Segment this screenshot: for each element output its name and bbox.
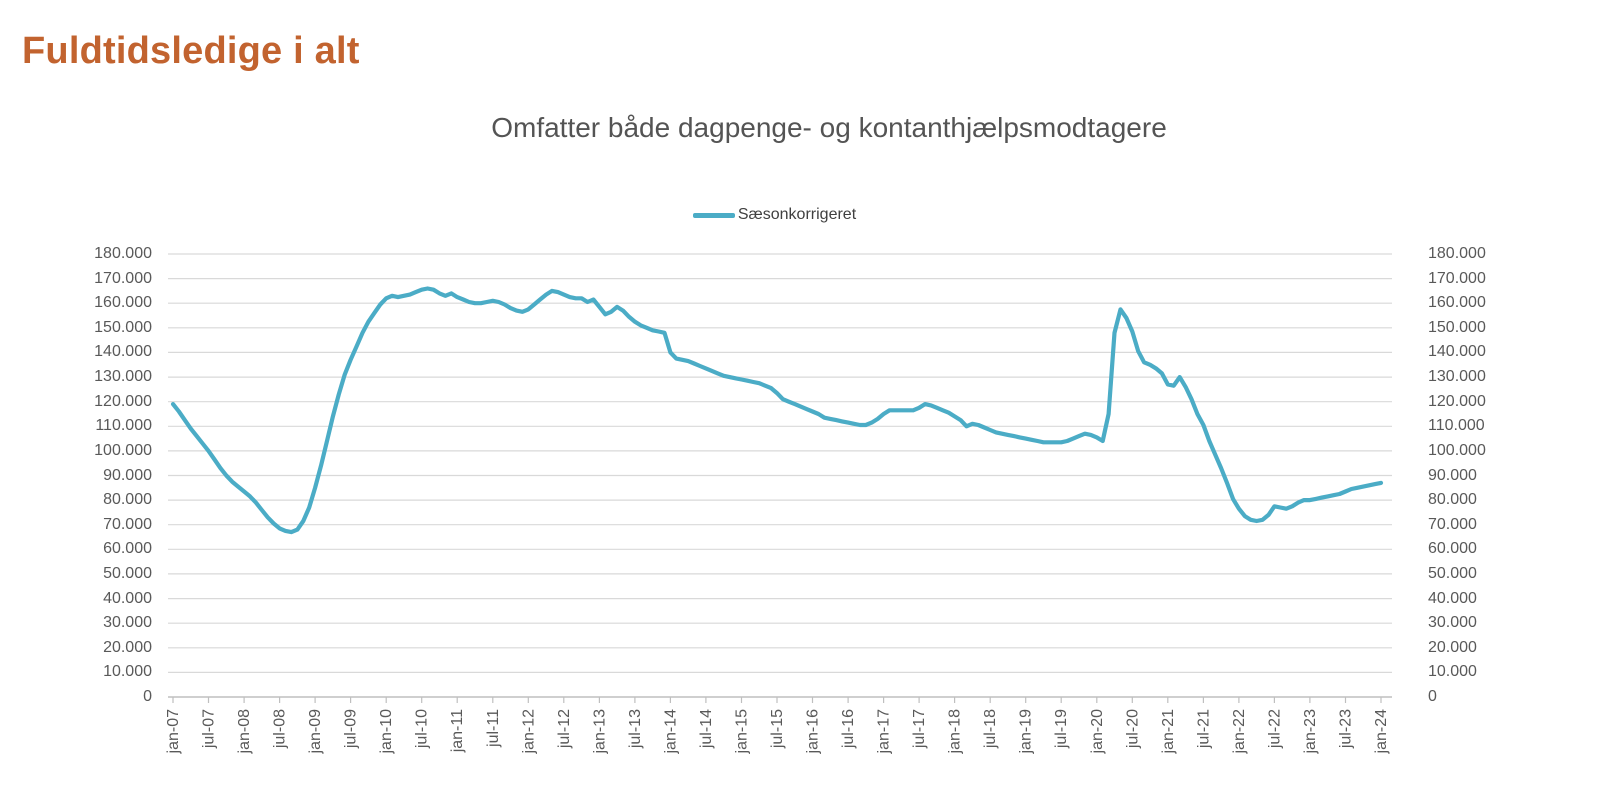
x-axis-label: jul-23 (1338, 709, 1355, 749)
x-axis-label: jul-19 (1053, 709, 1070, 749)
y-axis-label-left: 180.000 (94, 245, 152, 262)
series-line-saesonkorrigeret (170, 286, 1384, 535)
y-axis-label-right: 130.000 (1428, 368, 1486, 386)
y-axis-label-right: 30.000 (1428, 614, 1477, 632)
x-axis-label: jul-11 (485, 709, 502, 748)
x-axis-label: jan-17 (876, 709, 893, 755)
y-axis-label-right: 180.000 (1428, 245, 1486, 262)
y-axis-label-left: 80.000 (103, 491, 152, 509)
x-axis-label: jul-12 (556, 709, 573, 749)
y-axis-label-right: 120.000 (1428, 392, 1486, 410)
x-axis-label: jul-22 (1266, 709, 1283, 749)
y-axis-label-left: 20.000 (103, 638, 152, 656)
y-axis-label-right: 90.000 (1428, 466, 1477, 484)
x-axis-label: jul-17 (911, 709, 928, 749)
chart-legend: Sæsonkorrigeret (168, 204, 1381, 226)
y-axis-left-labels: 180.000 170.000 160.000 150.000 140.000 130.0… (0, 0, 152, 800)
y-axis-label-left: 100.000 (94, 441, 152, 459)
y-axis-label-right: 80.000 (1428, 491, 1477, 509)
y-axis-right-labels: 180.000 170.000 160.000 150.000 140.000 130.0… (1428, 0, 1578, 800)
x-axis-label: jan-13 (591, 709, 608, 755)
x-axis-label: jan-20 (1089, 709, 1106, 755)
y-axis-label-left: 10.000 (103, 663, 152, 681)
x-axis-label: jan-15 (734, 709, 751, 755)
y-axis-label-left: 0 (143, 688, 152, 705)
y-axis-label-right: 100.000 (1428, 441, 1486, 459)
legend-line-marker (692, 212, 735, 218)
x-axis-label: jul-18 (982, 709, 999, 749)
x-axis-label: jul-13 (627, 709, 644, 749)
y-axis-label-right: 20.000 (1428, 638, 1477, 656)
y-axis-label-left: 120.000 (94, 392, 152, 410)
y-axis-label-right: 50.000 (1428, 564, 1477, 582)
x-axis-label: jan-21 (1160, 709, 1177, 755)
y-axis-label-right: 170.000 (1428, 269, 1486, 287)
y-axis-label-right: 110.000 (1428, 417, 1485, 435)
y-axis-label-right: 40.000 (1428, 589, 1477, 607)
y-axis-label-left: 90.000 (103, 466, 152, 484)
x-axis-label: jul-21 (1195, 709, 1212, 749)
x-axis-label: jan-16 (805, 709, 822, 755)
x-axis-label: jan-11 (449, 709, 466, 753)
x-axis-label: jan-23 (1302, 709, 1319, 755)
x-axis-label: jan-19 (1018, 709, 1035, 755)
x-axis-label: jul-07 (201, 709, 218, 749)
x-axis-label: jan-08 (236, 709, 253, 755)
y-axis-label-right: 150.000 (1428, 318, 1486, 336)
y-axis-label-right: 60.000 (1428, 540, 1477, 558)
x-axis-label: jan-22 (1231, 709, 1248, 755)
y-axis-label-left: 40.000 (103, 589, 152, 607)
y-axis-label-right: 140.000 (1428, 343, 1486, 361)
x-axis-label: jul-08 (272, 709, 289, 749)
x-axis-label: jul-10 (414, 709, 431, 749)
x-axis-label: jul-15 (769, 709, 786, 749)
x-axis-label: jan-18 (947, 709, 964, 755)
y-axis-label-left: 130.000 (94, 368, 152, 386)
x-axis-label: jan-12 (520, 709, 537, 755)
y-axis-label-right: 10.000 (1428, 663, 1477, 681)
y-axis-label-right: 160.000 (1428, 294, 1486, 312)
x-axis-label: jul-20 (1124, 709, 1141, 749)
x-axis-label: jan-07 (165, 709, 182, 755)
x-axis-label: jan-14 (662, 709, 679, 755)
y-axis-label-left: 110.000 (95, 417, 152, 435)
y-axis-label-left: 140.000 (94, 343, 152, 361)
x-axis-label: jan-09 (307, 709, 324, 755)
y-axis-label-right: 0 (1428, 688, 1437, 705)
page-title: Fuldtidsledige i alt (22, 30, 360, 72)
y-axis-label-left: 30.000 (103, 614, 152, 632)
x-axis-label: jul-09 (343, 709, 360, 749)
y-axis-label-left: 50.000 (103, 564, 152, 582)
x-axis-label: jul-16 (840, 709, 857, 749)
legend-label: Sæsonkorrigeret (737, 206, 857, 223)
y-axis-label-left: 160.000 (94, 294, 152, 312)
x-axis-label: jan-24 (1373, 709, 1390, 755)
x-axis-label: jan-10 (378, 709, 395, 755)
y-axis-label-left: 70.000 (103, 515, 152, 533)
y-axis-label-left: 150.000 (94, 318, 152, 336)
y-axis-label-left: 60.000 (103, 540, 152, 558)
x-axis-label: jul-14 (698, 709, 715, 749)
chart-title: Omfatter både dagpenge- og kontanthjælps… (491, 112, 1167, 143)
y-axis-label-right: 70.000 (1428, 515, 1477, 533)
y-axis-label-left: 170.000 (94, 269, 152, 287)
